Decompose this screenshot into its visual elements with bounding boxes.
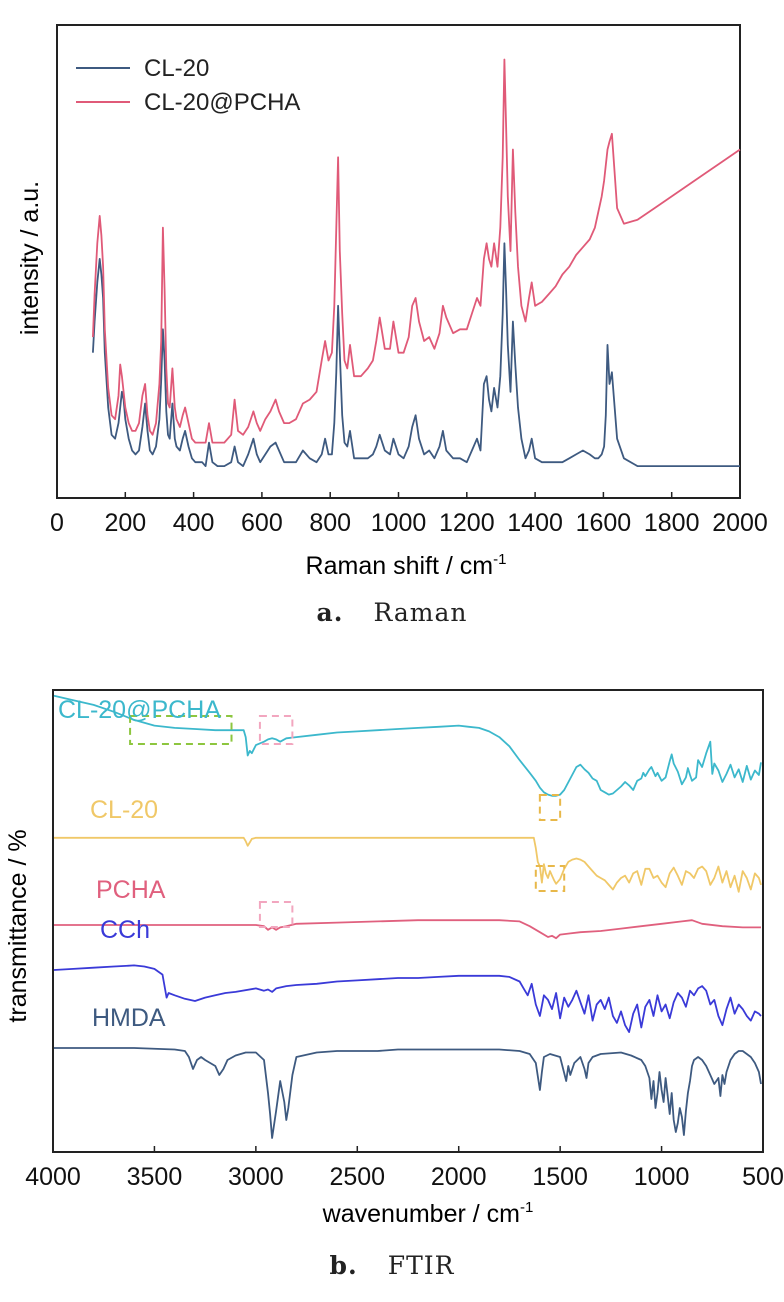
ftir-series-group (53, 694, 762, 1139)
ftir-caption-letter: b. (330, 1251, 358, 1280)
ftir-series-cl-20-line (54, 836, 762, 893)
ftir-y-axis-label: transmittance / % (4, 829, 32, 1022)
ftir-dashed-highlight-box (534, 865, 566, 892)
ftir-chart: CL-20@PCHA CL-20 PCHA CCh HMDA 4000 3500 3000 2… (4, 689, 784, 1280)
ftir-x-axis-label-sup: -1 (520, 1199, 533, 1216)
ftir-series-cch-line (53, 964, 762, 1033)
ftir-series-label-cl-20-pcha: CL-20@PCHA (58, 696, 221, 724)
raman-series-cl20-line (92, 242, 740, 467)
ftir-series-cl-20-pcha-line (53, 694, 762, 797)
ftir-series-label-hmda: HMDA (92, 1004, 166, 1032)
ftir-x-tick-label: 2000 (431, 1163, 487, 1191)
raman-legend: CL-20 CL-20@PCHA (76, 55, 300, 116)
ftir-series-pcha-line (54, 919, 761, 940)
raman-x-tick-label: 1800 (644, 509, 700, 537)
raman-caption-letter: a. (317, 598, 344, 627)
ftir-series-labels: CL-20@PCHA CL-20 PCHA CCh HMDA (58, 696, 221, 1032)
ftir-dashed-highlight-box (258, 715, 294, 745)
raman-series-cl20-pcha-line (92, 58, 741, 444)
raman-chart: 0 200 400 600 800 1000 1200 1400 1600 1800 2000 CL… (16, 24, 768, 627)
raman-x-axis-label-sup: -1 (493, 551, 506, 568)
raman-x-tick-label: 400 (173, 509, 215, 537)
ftir-dashed-highlight-box (538, 794, 562, 821)
raman-x-axis-label-text: Raman shift / cm (306, 552, 494, 580)
raman-series-group (92, 58, 741, 467)
raman-x-tick-label: 0 (50, 509, 64, 537)
ftir-x-ticks: 4000 3500 3000 2500 2000 1500 1000 500 (25, 1146, 784, 1191)
raman-y-axis-label: intensity / a.u. (16, 181, 44, 335)
ftir-series-label-cch: CCh (100, 916, 150, 944)
ftir-x-tick-label: 1500 (532, 1163, 588, 1191)
raman-x-tick-label: 600 (241, 509, 283, 537)
raman-x-tick-label: 800 (309, 509, 351, 537)
raman-legend-label: CL-20@PCHA (144, 89, 300, 116)
ftir-x-axis-label-text: wavenumber / cm (322, 1200, 520, 1228)
raman-x-tick-label: 200 (104, 509, 146, 537)
ftir-dashed-highlight-box (129, 715, 233, 745)
ftir-x-tick-label: 3000 (228, 1163, 284, 1191)
raman-x-axis-label: Raman shift / cm-1 (306, 551, 507, 580)
raman-x-tick-label: 1200 (439, 509, 495, 537)
ftir-plot-frame (52, 689, 764, 1153)
raman-caption-title: Raman (373, 598, 467, 627)
raman-legend-label: CL-20 (144, 55, 209, 82)
raman-x-tick-label: 1400 (507, 509, 563, 537)
ftir-x-tick-label: 500 (742, 1163, 784, 1191)
ftir-caption: b. FTIR (330, 1251, 455, 1280)
ftir-series-hmda-line (54, 1047, 762, 1139)
raman-x-ticks: 0 200 400 600 800 1000 1200 1400 1600 1800 2000 (50, 492, 768, 537)
raman-x-tick-label: 1000 (371, 509, 427, 537)
ftir-annotation-boxes (129, 715, 566, 928)
ftir-dashed-highlight-box (258, 901, 294, 928)
ftir-x-tick-label: 3500 (127, 1163, 183, 1191)
ftir-x-axis-label: wavenumber / cm-1 (322, 1199, 534, 1228)
ftir-caption-title: FTIR (388, 1251, 455, 1280)
ftir-series-label-cl-20: CL-20 (90, 796, 158, 824)
raman-x-tick-label: 2000 (712, 509, 768, 537)
ftir-x-tick-label: 2500 (329, 1163, 385, 1191)
raman-x-tick-label: 1600 (576, 509, 632, 537)
ftir-series-label-pcha: PCHA (96, 876, 166, 904)
ftir-x-tick-label: 4000 (25, 1163, 81, 1191)
ftir-x-tick-label: 1000 (634, 1163, 690, 1191)
raman-caption: a. Raman (317, 598, 468, 627)
